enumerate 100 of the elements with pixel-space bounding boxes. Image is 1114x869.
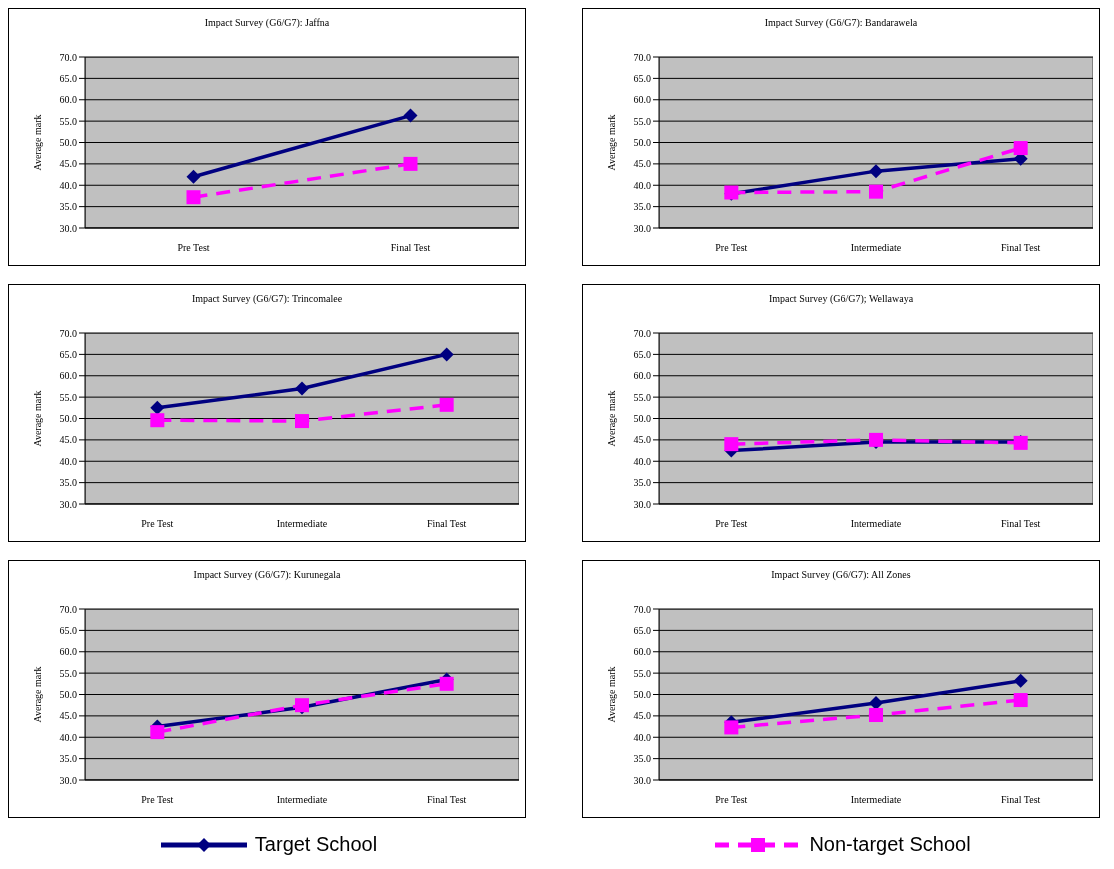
y-tick-label: 70.0 [59, 603, 77, 615]
y-tick-label: 60.0 [633, 94, 651, 106]
x-tick-label: Pre Test [177, 242, 210, 254]
point [295, 381, 309, 396]
y-tick-label: 65.0 [633, 348, 651, 360]
point [186, 169, 201, 184]
x-tick-label: Intermediate [276, 794, 328, 806]
point [1013, 693, 1028, 708]
y-tick-label: 40.0 [59, 455, 77, 467]
y-tick-label: 50.0 [633, 413, 651, 425]
x-tick-label: Pre Test [715, 518, 748, 530]
y-tick-label: 35.0 [59, 201, 77, 213]
y-tick-label: 55.0 [633, 667, 651, 679]
x-tick-label: Intermediate [850, 518, 902, 530]
y-tick-label: 30.0 [59, 774, 77, 786]
y-tick-label: 35.0 [633, 753, 651, 765]
y-tick-label: 45.0 [633, 710, 651, 722]
x-tick-label: Final Test [426, 794, 467, 806]
x-tick-label: Final Test [1000, 518, 1041, 530]
y-tick-label: 30.0 [633, 498, 651, 510]
point [150, 413, 165, 428]
x-tick-label: Pre Test [715, 794, 748, 806]
x-tick-label: Intermediate [850, 242, 902, 254]
y-axis-title: Average mark [605, 666, 617, 723]
legend-label: Target School [254, 833, 378, 856]
x-tick-label: Intermediate [276, 518, 328, 530]
y-axis-title: Average mark [31, 114, 43, 171]
y-tick-label: 70.0 [633, 51, 651, 63]
y-tick-label: 70.0 [59, 327, 77, 339]
y-tick-label: 55.0 [59, 667, 77, 679]
x-tick-label: Final Test [426, 518, 467, 530]
chart-title: Impact Survey (G6/G7): Kurunegala [192, 569, 342, 580]
y-tick-label: 70.0 [633, 327, 651, 339]
point [150, 400, 165, 415]
y-tick-label: 35.0 [59, 477, 77, 489]
x-tick-label: Intermediate [850, 794, 902, 806]
y-tick-label: 55.0 [59, 391, 77, 403]
y-tick-label: 45.0 [633, 158, 651, 170]
point [869, 164, 883, 179]
y-tick-label: 55.0 [633, 391, 651, 403]
y-tick-label: 35.0 [633, 201, 651, 213]
y-tick-label: 40.0 [59, 179, 77, 191]
y-tick-label: 60.0 [633, 370, 651, 382]
y-tick-label: 35.0 [633, 477, 651, 489]
chart-title: Impact Survey (G6/G7): Bandarawela [763, 17, 919, 28]
y-tick-label: 50.0 [59, 413, 77, 425]
y-tick-label: 30.0 [59, 498, 77, 510]
x-tick-label: Pre Test [141, 794, 174, 806]
y-axis-title: Average mark [31, 666, 43, 723]
x-tick-label: Pre Test [715, 242, 748, 254]
y-axis-title: Average mark [605, 114, 617, 171]
y-tick-label: 45.0 [59, 710, 77, 722]
point [295, 414, 309, 429]
y-tick-label: 65.0 [633, 624, 651, 636]
y-tick-label: 45.0 [59, 158, 77, 170]
chart-title: Impact Survey (G6/G7): Trincomalee [190, 293, 344, 304]
y-tick-label: 30.0 [633, 774, 651, 786]
y-tick-label: 30.0 [633, 222, 651, 234]
y-tick-label: 45.0 [59, 434, 77, 446]
y-tick-label: 40.0 [59, 731, 77, 743]
y-tick-label: 65.0 [59, 348, 77, 360]
y-axis-title: Average mark [31, 390, 43, 447]
y-tick-label: 40.0 [633, 179, 651, 191]
chart-title: Impact Survey (G6/G7); Wellawaya [767, 293, 915, 304]
point [724, 720, 739, 735]
y-tick-label: 60.0 [59, 370, 77, 382]
point [1013, 141, 1028, 156]
point [403, 156, 418, 171]
point [439, 347, 454, 362]
y-tick-label: 60.0 [633, 646, 651, 658]
y-tick-label: 55.0 [633, 115, 651, 127]
legend-label: Non-target School [809, 833, 971, 856]
y-tick-label: 50.0 [59, 689, 77, 701]
y-tick-label: 70.0 [59, 51, 77, 63]
point [150, 725, 165, 740]
y-tick-label: 40.0 [633, 731, 651, 743]
point [869, 184, 883, 199]
y-tick-label: 65.0 [633, 72, 651, 84]
point [869, 708, 883, 723]
y-tick-label: 40.0 [633, 455, 651, 467]
y-tick-label: 30.0 [59, 222, 77, 234]
y-tick-label: 65.0 [59, 624, 77, 636]
y-tick-label: 45.0 [633, 434, 651, 446]
y-tick-label: 60.0 [59, 646, 77, 658]
y-tick-label: 50.0 [633, 137, 651, 149]
chart-title: Impact Survey (G6/G7): Jaffna [203, 17, 331, 28]
y-tick-label: 50.0 [633, 689, 651, 701]
y-tick-label: 60.0 [59, 94, 77, 106]
x-tick-label: Final Test [1000, 794, 1041, 806]
y-axis-title: Average mark [605, 390, 617, 447]
x-tick-label: Final Test [390, 242, 431, 254]
point [439, 397, 454, 412]
x-tick-label: Pre Test [141, 518, 174, 530]
point [1013, 673, 1028, 688]
point [439, 676, 454, 691]
y-tick-label: 35.0 [59, 753, 77, 765]
y-tick-label: 70.0 [633, 603, 651, 615]
y-tick-label: 55.0 [59, 115, 77, 127]
point [724, 437, 739, 452]
point [186, 190, 201, 205]
